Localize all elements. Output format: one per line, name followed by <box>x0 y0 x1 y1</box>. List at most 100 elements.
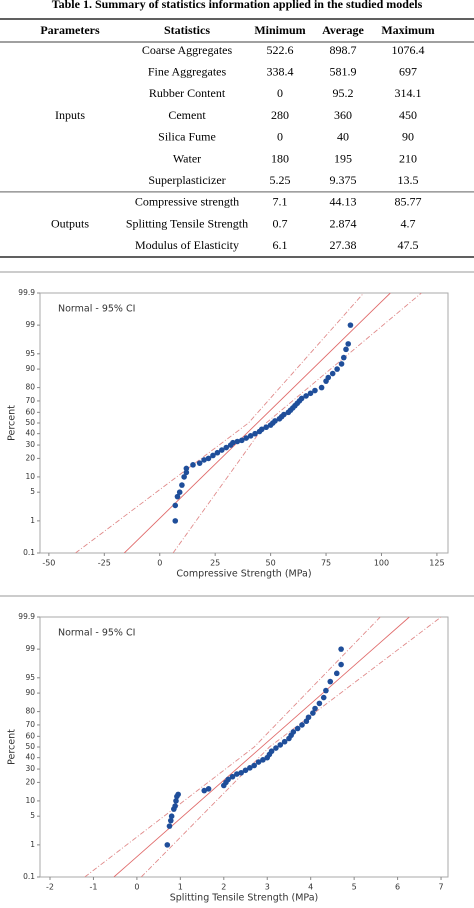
data-point <box>172 803 178 809</box>
data-point <box>323 687 329 694</box>
y-tick-label: 90 <box>25 688 35 697</box>
data-point <box>201 457 207 463</box>
y-axis-label: Percent <box>7 729 18 765</box>
fit-line <box>123 293 391 553</box>
y-tick-label: 70 <box>25 720 35 729</box>
data-point <box>219 447 225 453</box>
fit-line <box>172 293 422 553</box>
data-point <box>166 823 173 829</box>
annotation: Normal - 95% CI <box>58 628 135 639</box>
table-cell: 40 <box>337 130 349 144</box>
data-point <box>258 426 265 433</box>
table-cell: Water <box>173 151 201 165</box>
data-point <box>338 661 344 668</box>
data-point <box>225 776 231 783</box>
data-point <box>167 817 174 824</box>
y-tick-label: 99 <box>25 644 35 653</box>
data-point <box>347 322 354 328</box>
y-tick-label: 30 <box>25 440 35 449</box>
table-cell: 450 <box>399 108 417 122</box>
data-point <box>277 742 284 748</box>
data-point <box>305 714 312 721</box>
x-tick-label: 6 <box>395 883 400 892</box>
data-point <box>247 433 254 439</box>
fit-line <box>113 617 410 877</box>
data-point <box>176 489 183 495</box>
y-tick-label: 40 <box>25 429 35 438</box>
table-cell: 338.4 <box>267 64 294 78</box>
table-cell: 581.9 <box>330 64 357 78</box>
y-tick-label: 1 <box>30 840 35 849</box>
data-point <box>281 738 288 745</box>
data-point <box>345 341 352 347</box>
y-tick-label: 10 <box>25 796 35 805</box>
data-point <box>230 439 236 446</box>
table-cell: 360 <box>334 108 352 122</box>
y-axis-label: Percent <box>7 405 18 441</box>
data-point <box>242 767 249 774</box>
table-cell: 697 <box>399 64 417 78</box>
data-point <box>183 465 190 472</box>
data-point <box>334 366 340 372</box>
fit-line <box>84 617 381 877</box>
table-cell: Coarse Aggregates <box>142 43 233 57</box>
table-cell: Rubber Content <box>149 86 226 100</box>
x-tick-label: 5 <box>352 883 357 892</box>
data-point <box>164 842 171 848</box>
data-point <box>327 678 334 685</box>
data-point <box>329 370 336 377</box>
table-cell: Superplasticizer <box>148 173 225 187</box>
data-point <box>229 773 236 780</box>
table-cell: Compressive strength <box>135 195 239 209</box>
table-cell: 9.375 <box>330 173 357 187</box>
x-tick-label: 7 <box>439 883 444 892</box>
y-tick-label: 80 <box>25 707 35 716</box>
y-tick-label: 0.1 <box>23 548 35 557</box>
data-point <box>290 729 297 735</box>
x-tick-label: 125 <box>429 559 444 568</box>
y-tick-label: 0.1 <box>23 872 35 881</box>
data-point <box>234 771 240 777</box>
table-cell: Cement <box>168 108 206 122</box>
y-tick-label: 20 <box>25 777 35 786</box>
y-tick-label: 50 <box>25 418 35 427</box>
data-point <box>238 437 245 444</box>
x-tick-label: -2 <box>46 883 54 892</box>
table-cell: 4.7 <box>401 216 416 230</box>
y-tick-label: 5 <box>30 811 35 820</box>
y-tick-label: 99.9 <box>18 612 35 621</box>
data-point <box>181 474 187 480</box>
data-point <box>338 646 344 652</box>
x-tick-label: 0 <box>157 559 162 568</box>
table-cell: 44.13 <box>330 195 357 209</box>
y-tick-label: 95 <box>25 349 35 358</box>
annotation: Normal - 95% CI <box>58 304 135 315</box>
table-header: Minimum <box>254 23 305 37</box>
data-point <box>312 387 318 394</box>
table-cell: 180 <box>271 151 289 165</box>
data-point <box>325 374 332 381</box>
x-tick-label: 50 <box>266 559 276 568</box>
table-cell: 280 <box>271 108 289 122</box>
x-axis-label: Splitting Tensile Strength (MPa) <box>170 893 319 904</box>
data-point <box>210 452 216 459</box>
x-tick-label: 75 <box>321 559 331 568</box>
data-point <box>201 787 208 794</box>
data-point <box>338 361 345 367</box>
x-tick-label: -1 <box>89 883 97 892</box>
table-cell: 1076.4 <box>392 43 425 57</box>
table-cell: 522.6 <box>267 43 294 57</box>
table-cell: 7.1 <box>273 195 288 209</box>
table-cell: 210 <box>399 151 417 165</box>
data-point <box>298 395 305 402</box>
y-tick-label: 1 <box>30 516 35 525</box>
data-point <box>260 757 266 763</box>
data-point <box>252 430 258 437</box>
data-point <box>299 722 305 728</box>
x-axis-label: Compressive Strength (MPa) <box>176 569 311 580</box>
data-point <box>205 786 212 792</box>
fit-line <box>140 617 442 877</box>
table-cell: 13.5 <box>398 173 419 187</box>
table-header: Statistics <box>164 23 210 37</box>
group-label: Inputs <box>55 108 85 122</box>
